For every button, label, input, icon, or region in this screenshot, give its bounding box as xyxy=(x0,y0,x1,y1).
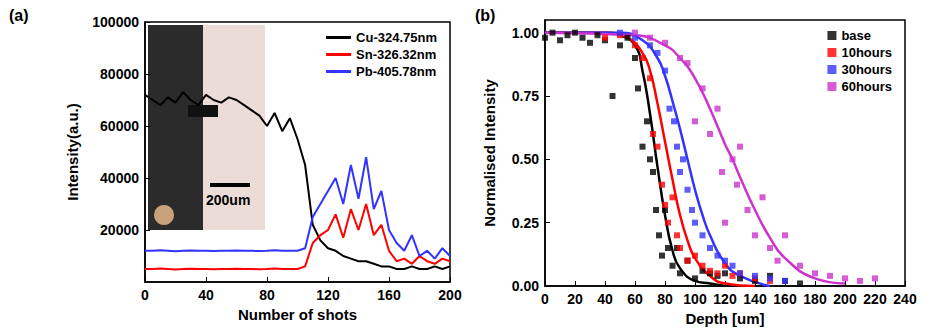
svg-text:100000: 100000 xyxy=(92,14,139,30)
svg-text:Normalised Intensity: Normalised Intensity xyxy=(481,79,498,227)
svg-text:220: 220 xyxy=(863,291,887,307)
svg-text:Number of shots: Number of shots xyxy=(238,306,357,323)
svg-text:0.00: 0.00 xyxy=(512,278,539,294)
svg-text:120: 120 xyxy=(316,287,340,303)
svg-text:0.25: 0.25 xyxy=(512,215,539,231)
svg-text:60: 60 xyxy=(627,291,643,307)
svg-text:20000: 20000 xyxy=(100,222,139,238)
svg-text:Cu-324.75nm: Cu-324.75nm xyxy=(356,30,437,45)
svg-text:0: 0 xyxy=(541,291,549,307)
svg-text:Pb-405.78nm: Pb-405.78nm xyxy=(356,64,436,79)
svg-text:60000: 60000 xyxy=(100,118,139,134)
svg-text:1.00: 1.00 xyxy=(512,25,539,41)
svg-text:160: 160 xyxy=(377,287,401,303)
svg-text:20: 20 xyxy=(567,291,583,307)
svg-text:80: 80 xyxy=(259,287,275,303)
svg-text:100: 100 xyxy=(683,291,707,307)
svg-text:(b): (b) xyxy=(475,7,495,24)
svg-text:140: 140 xyxy=(743,291,767,307)
svg-text:40000: 40000 xyxy=(100,170,139,186)
svg-text:10hours: 10hours xyxy=(841,45,892,60)
svg-text:0.75: 0.75 xyxy=(512,88,539,104)
svg-text:200: 200 xyxy=(833,291,857,307)
svg-text:40: 40 xyxy=(597,291,613,307)
svg-text:Depth [um]: Depth [um] xyxy=(685,310,764,327)
svg-text:Intensity(a.u.): Intensity(a.u.) xyxy=(64,103,81,201)
svg-text:80: 80 xyxy=(657,291,673,307)
svg-text:base: base xyxy=(841,28,871,43)
svg-text:120: 120 xyxy=(713,291,737,307)
svg-text:80000: 80000 xyxy=(100,66,139,82)
svg-text:40: 40 xyxy=(198,287,214,303)
svg-text:200um: 200um xyxy=(206,192,250,208)
svg-text:0: 0 xyxy=(141,287,149,303)
svg-text:160: 160 xyxy=(773,291,797,307)
svg-text:200: 200 xyxy=(438,287,462,303)
svg-text:(a): (a) xyxy=(9,7,29,24)
svg-text:30hours: 30hours xyxy=(841,62,892,77)
svg-text:Sn-326.32nm: Sn-326.32nm xyxy=(356,47,436,62)
svg-text:60hours: 60hours xyxy=(841,79,892,94)
svg-text:180: 180 xyxy=(803,291,827,307)
svg-text:240: 240 xyxy=(893,291,917,307)
svg-text:0.50: 0.50 xyxy=(512,151,539,167)
